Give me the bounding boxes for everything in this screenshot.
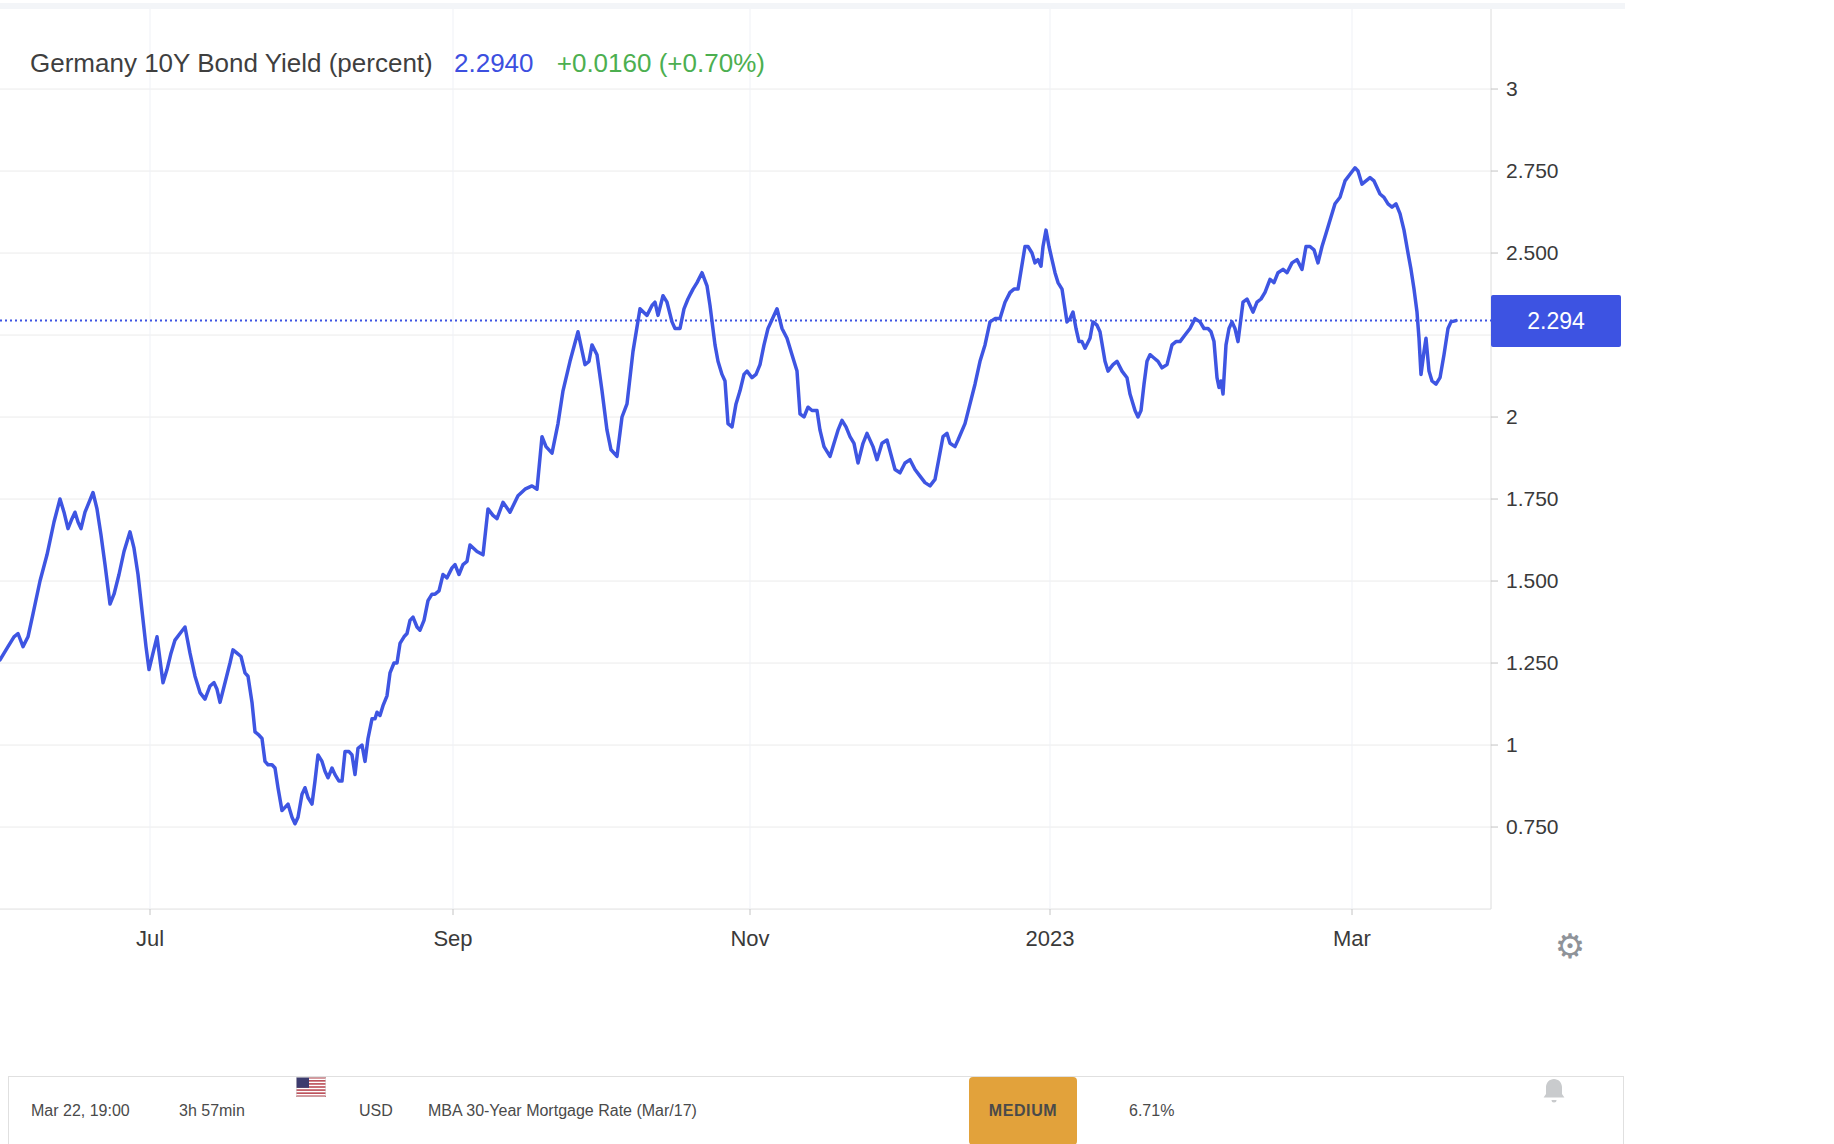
chart-last-value: 2.2940 bbox=[454, 48, 534, 78]
x-axis-label: Sep bbox=[403, 926, 503, 952]
y-axis-label: 3 bbox=[1506, 76, 1596, 102]
y-axis-label: 2 bbox=[1506, 404, 1596, 430]
y-axis-label: 2.500 bbox=[1506, 240, 1596, 266]
event-time: Mar 22, 19:00 bbox=[31, 1077, 130, 1144]
yield-chart-svg[interactable] bbox=[0, 0, 1500, 916]
importance-badge: MEDIUM bbox=[969, 1077, 1077, 1144]
chart-settings-gear-icon[interactable]: ⚙ bbox=[1548, 924, 1592, 968]
y-axis-label: 1.250 bbox=[1506, 650, 1596, 676]
chart-change-value: +0.0160 (+0.70%) bbox=[557, 48, 765, 78]
y-axis-label: 1 bbox=[1506, 732, 1596, 758]
us-flag-icon bbox=[296, 1077, 326, 1144]
bond-yield-chart-panel: Germany 10Y Bond Yield (percent) 2.2940 … bbox=[0, 0, 1834, 960]
event-currency: USD bbox=[359, 1077, 393, 1144]
yield-line bbox=[0, 168, 1456, 824]
event-actual-value: 6.71% bbox=[1129, 1077, 1174, 1144]
x-axis-label: Mar bbox=[1302, 926, 1402, 952]
event-title: MBA 30-Year Mortgage Rate (Mar/17) bbox=[428, 1077, 697, 1144]
current-value-badge: 2.294 bbox=[1491, 295, 1621, 347]
y-axis-label: 2.750 bbox=[1506, 158, 1596, 184]
event-countdown: 3h 57min bbox=[179, 1077, 245, 1144]
chart-title: Germany 10Y Bond Yield (percent) bbox=[30, 48, 433, 78]
x-axis-label: Jul bbox=[100, 926, 200, 952]
y-axis-label: 1.500 bbox=[1506, 568, 1596, 594]
x-axis-label: 2023 bbox=[1000, 926, 1100, 952]
calendar-event-row[interactable]: Mar 22, 19:00 3h 57min USD MBA 30-Year M… bbox=[8, 1076, 1624, 1144]
x-axis-label: Nov bbox=[700, 926, 800, 952]
y-axis-label: 0.750 bbox=[1506, 814, 1596, 840]
notification-bell-icon[interactable] bbox=[1541, 1077, 1567, 1144]
chart-header: Germany 10Y Bond Yield (percent) 2.2940 … bbox=[30, 48, 765, 79]
y-axis-label: 1.750 bbox=[1506, 486, 1596, 512]
